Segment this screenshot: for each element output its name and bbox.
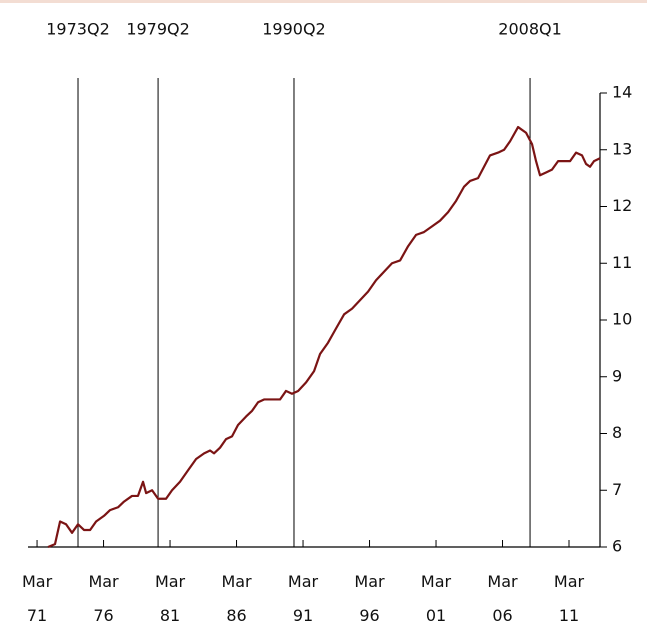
y-tick-label: 8	[612, 423, 622, 442]
data-line	[47, 125, 601, 549]
event-label: 1973Q2	[46, 20, 110, 39]
x-tick-label: Mar 76	[88, 572, 119, 625]
x-tick-label: Mar 86	[221, 572, 252, 625]
event-label: 1990Q2	[262, 20, 326, 39]
y-tick-label: 7	[612, 480, 622, 499]
x-tick-label: Mar 81	[155, 572, 186, 625]
x-tick-label: Mar 01	[421, 572, 452, 625]
y-tick-label: 10	[612, 310, 632, 329]
x-tick-label: Mar 06	[487, 572, 518, 625]
y-tick-label: 14	[612, 83, 632, 102]
x-tick-label: Mar 91	[288, 572, 319, 625]
top-border	[0, 0, 647, 3]
y-tick-label: 6	[612, 537, 622, 556]
x-tick-label: Mar 96	[354, 572, 385, 625]
y-tick-label: 13	[612, 139, 632, 158]
y-tick-label: 12	[612, 196, 632, 215]
event-label: 2008Q1	[498, 20, 562, 39]
y-tick-label: 11	[612, 253, 632, 272]
x-tick-label: Mar 11	[554, 572, 585, 625]
event-label: 1979Q2	[126, 20, 190, 39]
y-tick-label: 9	[612, 366, 622, 385]
x-tick-label: Mar 71	[22, 572, 53, 625]
